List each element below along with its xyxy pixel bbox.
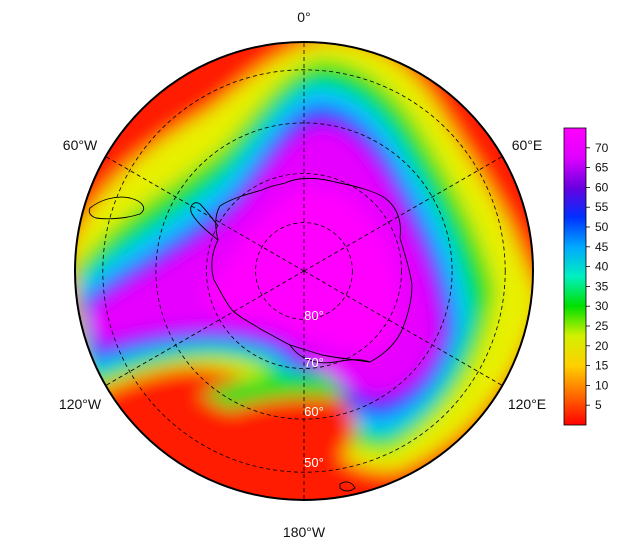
- colorbar-tick-label: 25: [595, 319, 609, 333]
- lat-circle-80: [255, 222, 353, 320]
- colorbar-tick-label: 65: [595, 161, 609, 175]
- meridian-60: [303, 156, 503, 272]
- colorbar-tick-label: 40: [595, 260, 609, 274]
- lat-circle-50: [102, 69, 506, 473]
- colorbar-tick-label: 35: [595, 279, 609, 293]
- colorbar-tick-label: 70: [595, 141, 609, 155]
- colorbar-tick-label: 5: [595, 398, 602, 412]
- lon-label-120e: 120°E: [508, 396, 546, 412]
- nz-coast: [339, 481, 356, 492]
- antarctic-peninsula: [190, 202, 219, 241]
- lon-label-60e: 60°E: [512, 137, 543, 153]
- colorbar-tick-label: 15: [595, 359, 609, 373]
- colorbar-tick-label: 20: [595, 339, 609, 353]
- lon-label-0: 0°: [297, 9, 310, 25]
- lat-label-70: 70°: [304, 355, 324, 370]
- lat-circle-70: [206, 173, 402, 369]
- lon-label-60w: 60°W: [63, 137, 98, 153]
- meridian-300: [105, 156, 305, 272]
- lat-label-80: 80°: [304, 308, 324, 323]
- south-america-tip: [88, 196, 144, 220]
- colorbar-tick-label: 55: [595, 200, 609, 214]
- meridian-240: [105, 270, 305, 386]
- graticule: [102, 42, 506, 500]
- lon-label-180w: 180°W: [283, 524, 326, 540]
- colorbar: 5 10 15 20 25 30 35 40 45 50 55 60 65 70: [563, 127, 609, 426]
- colorbar-tick-label: 60: [595, 180, 609, 194]
- map-border: [74, 41, 534, 501]
- coastlines: [88, 177, 413, 492]
- colorbar-tick-label: 50: [595, 220, 609, 234]
- lat-label-50: 50°: [304, 455, 324, 470]
- lat-label-60: 60°: [304, 404, 324, 419]
- colorbar-tick-label: 30: [595, 299, 609, 313]
- lon-label-120w: 120°W: [59, 396, 102, 412]
- ozone-field: [75, 42, 533, 500]
- colorbar-tick-label: 10: [595, 378, 609, 392]
- ross-ice-shelf: [289, 344, 371, 364]
- colorbar-tick-label: 45: [595, 240, 609, 254]
- colorbar-ramp: [563, 127, 587, 426]
